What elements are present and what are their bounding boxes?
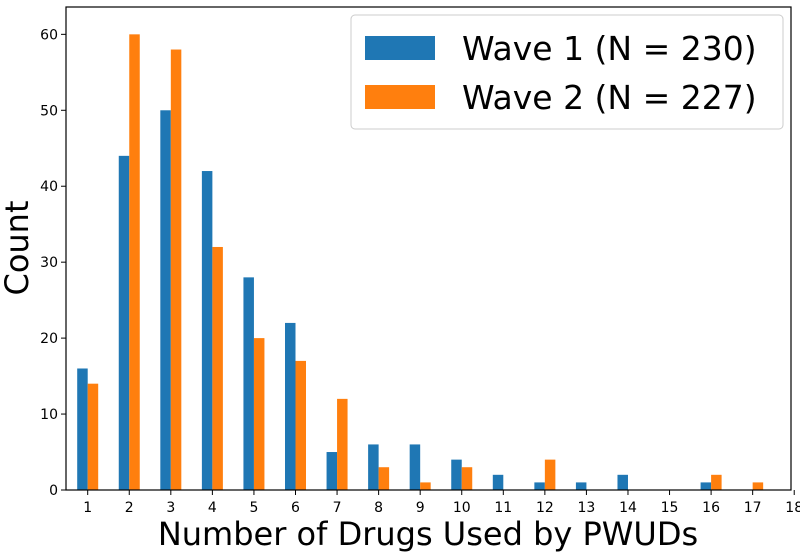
bar-wave-2-17 [752,482,764,490]
x-tick-label: 1 [83,500,92,516]
legend-swatch-wave-1 [365,36,435,60]
bar-wave-1-13 [575,482,587,490]
plot-area [77,34,764,491]
legend-frame [350,14,784,130]
bar-wave-1-4 [201,171,213,491]
legend-swatch-wave-2 [365,85,435,109]
bar-wave-1-11 [492,474,504,490]
bar-wave-2-5 [253,338,265,490]
x-tick-label: 7 [333,500,342,516]
y-tick-label: 60 [40,27,58,43]
x-axis-label: Number of Drugs Used by PWUDs [158,515,698,553]
plot-frame [65,6,792,491]
x-tick-label: 9 [416,500,425,516]
y-tick-label: 50 [40,103,58,119]
y-axis-label: Count [0,200,36,295]
bar-wave-2-9 [420,482,431,490]
y-tick-label: 20 [40,331,58,347]
bar-wave-1-5 [243,277,254,490]
x-tick-label: 13 [578,500,596,516]
bar-wave-2-8 [378,467,390,490]
y-tick-label: 40 [40,179,58,195]
y-tick-label: 0 [49,483,58,499]
y-tick-label: 30 [40,255,58,271]
x-tick-label: 14 [619,500,637,516]
x-tick-label: 4 [208,500,217,516]
bar-wave-1-16 [700,482,712,490]
x-tick-label: 18 [785,500,800,516]
bar-wave-1-2 [118,155,130,490]
bar-wave-2-16 [711,474,722,490]
legend-label-wave-2: Wave 2 (N = 227) [462,78,757,117]
bar-wave-1-6 [285,322,296,490]
bar-wave-2-4 [212,246,223,490]
bar-wave-1-14 [617,474,628,490]
bar-wave-1-10 [451,459,462,490]
legend-label-wave-1: Wave 1 (N = 230) [462,29,757,68]
x-tick-label: 2 [125,500,134,516]
bar-wave-1-1 [77,368,88,490]
x-tick-label: 8 [374,500,383,516]
bar-wave-2-10 [461,467,473,490]
x-tick-label: 11 [494,500,512,516]
bar-wave-2-6 [295,360,306,490]
x-tick-label: 16 [702,500,720,516]
bar-wave-2-7 [337,398,348,490]
y-tick-label: 10 [40,407,58,423]
x-tick-label: 3 [166,500,175,516]
x-tick-label: 15 [661,500,679,516]
bar-wave-2-12 [544,459,556,490]
x-tick-label: 17 [744,500,762,516]
bar-wave-1-12 [534,482,545,490]
y-axis: 0 10 20 30 40 50 60 [40,27,66,499]
x-tick-label: 10 [453,500,471,516]
bar-wave-2-2 [129,34,140,490]
bar-wave-2-1 [87,383,99,490]
bar-wave-1-9 [409,444,421,490]
bar-wave-2-3 [170,49,182,491]
x-tick-label: 6 [291,500,300,516]
x-tick-label: 5 [249,500,258,516]
legend: Wave 1 (N = 230) Wave 2 (N = 227) [350,14,784,130]
x-tick-label: 12 [536,500,554,516]
bar-wave-1-8 [368,444,379,490]
bar-wave-1-7 [326,452,338,490]
bar-wave-1-3 [160,110,171,490]
x-axis: 1 2 3 4 5 6 7 8 9 10 11 12 13 14 15 16 17 18 [83,490,800,516]
